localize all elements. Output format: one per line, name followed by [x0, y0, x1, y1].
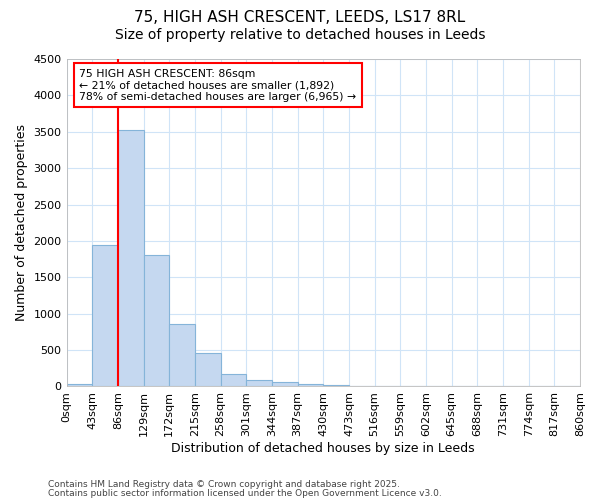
Bar	[272, 382, 298, 386]
Bar	[323, 385, 349, 386]
Bar	[221, 374, 246, 386]
Bar	[246, 380, 272, 386]
Y-axis label: Number of detached properties: Number of detached properties	[15, 124, 28, 321]
Text: Contains HM Land Registry data © Crown copyright and database right 2025.: Contains HM Land Registry data © Crown c…	[48, 480, 400, 489]
Bar	[118, 130, 143, 386]
Bar	[67, 384, 92, 386]
Bar	[298, 384, 323, 386]
Text: Size of property relative to detached houses in Leeds: Size of property relative to detached ho…	[115, 28, 485, 42]
Text: 75 HIGH ASH CRESCENT: 86sqm
← 21% of detached houses are smaller (1,892)
78% of : 75 HIGH ASH CRESCENT: 86sqm ← 21% of det…	[79, 69, 356, 102]
X-axis label: Distribution of detached houses by size in Leeds: Distribution of detached houses by size …	[172, 442, 475, 455]
Bar	[169, 324, 195, 386]
Bar	[92, 246, 118, 386]
Bar	[195, 353, 221, 386]
Text: 75, HIGH ASH CRESCENT, LEEDS, LS17 8RL: 75, HIGH ASH CRESCENT, LEEDS, LS17 8RL	[134, 10, 466, 25]
Bar	[143, 256, 169, 386]
Text: Contains public sector information licensed under the Open Government Licence v3: Contains public sector information licen…	[48, 489, 442, 498]
